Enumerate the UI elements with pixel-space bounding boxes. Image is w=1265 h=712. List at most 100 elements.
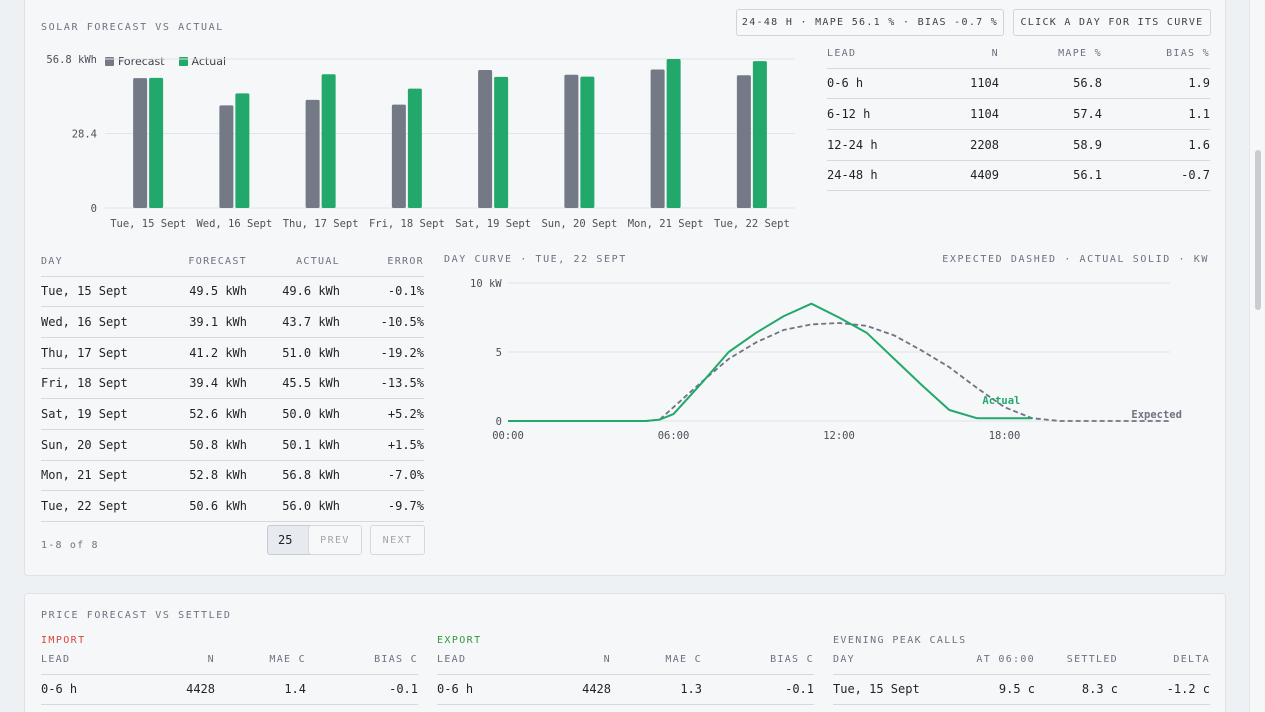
day-row-cell: 39.1 kWh (151, 306, 247, 338)
day-row-cell: 50.0 kWh (247, 398, 340, 430)
price-card: PRICE FORECAST VS SETTLED IMPORT LEAD N … (24, 593, 1226, 712)
day-col-forecast: FORECAST (151, 248, 247, 277)
export-col-lead: LEAD (437, 646, 537, 675)
day-row-cell: -19.2% (340, 337, 424, 369)
import-col-n: N (141, 646, 215, 675)
lead-row-cell: 58.9 (999, 129, 1102, 161)
day-table: DAY FORECAST ACTUAL ERROR Tue, 15 Sept 49… (41, 248, 424, 522)
lead-row: 0-6 h 1104 56.8 1.9 (827, 68, 1210, 100)
day-row-cell: -10.5% (340, 306, 424, 338)
lead-row-cell: 1.6 (1102, 129, 1210, 161)
lead-row-cell: 12-24 h (827, 129, 937, 161)
bar-actual[interactable] (580, 76, 595, 208)
day-row-cell: 50.1 kWh (247, 429, 340, 461)
bar-forecast[interactable] (736, 75, 751, 208)
day-row[interactable]: Fri, 18 Sept 39.4 kWh 45.5 kWh -13.5% (41, 368, 424, 400)
day-row-cell: 43.7 kWh (247, 306, 340, 338)
legend-forecast-label: Forecast (118, 55, 165, 68)
day-row-cell: Fri, 18 Sept (41, 368, 151, 400)
curve-x-tick: 12:00 (823, 430, 855, 442)
day-row-cell: 50.6 kWh (151, 490, 247, 522)
bar-actual[interactable] (494, 76, 509, 208)
export-row-cell: 1.3 (611, 674, 702, 706)
peak-row-cell: 8.3 c (1035, 674, 1118, 706)
bar-actual[interactable] (666, 59, 681, 208)
bar-forecast[interactable] (650, 69, 665, 209)
lead-row: 12-24 h 2208 58.9 1.6 (827, 129, 1210, 161)
bar-x-tick: Tue, 15 Sept (110, 218, 186, 230)
day-row[interactable]: Sat, 19 Sept 52.6 kWh 50.0 kWh +5.2% (41, 398, 424, 430)
import-row: 0-6 h 4428 1.4 -0.1 (41, 674, 418, 706)
bar-x-tick: Wed, 16 Sept (196, 218, 272, 230)
day-col-day: DAY (41, 248, 151, 277)
bar-forecast[interactable] (133, 78, 148, 208)
solar-card: SOLAR FORECAST VS ACTUAL 24-48 H · MAPE … (24, 0, 1226, 576)
lead-row-cell: 24-48 h (827, 160, 937, 192)
day-row[interactable]: Mon, 21 Sept 52.8 kWh 56.8 kWh -7.0% (41, 460, 424, 492)
lead-row-cell: 1.9 (1102, 68, 1210, 100)
bar-actual[interactable] (235, 93, 250, 208)
page-scrollbar[interactable] (1249, 0, 1265, 712)
bar-actual[interactable] (321, 74, 336, 209)
next-button[interactable]: NEXT (370, 525, 425, 555)
lead-col-bias: BIAS % (1102, 40, 1210, 69)
day-row[interactable]: Wed, 16 Sept 39.1 kWh 43.7 kWh -10.5% (41, 306, 424, 338)
day-row-cell: Mon, 21 Sept (41, 460, 151, 492)
day-row-cell: 49.5 kWh (151, 276, 247, 308)
lead-row: 24-48 h 4409 56.1 -0.7 (827, 160, 1210, 192)
export-row-cell: -0.1 (702, 674, 814, 706)
curve-note: EXPECTED DASHED · ACTUAL SOLID · KW (942, 254, 1209, 265)
actual-line-label: Actual (982, 395, 1020, 407)
import-label: IMPORT (41, 635, 86, 646)
day-col-actual: ACTUAL (247, 248, 340, 277)
pager-range: 1-8 of 8 (41, 540, 99, 551)
lead-col-n: N (937, 40, 999, 69)
peak-row: Tue, 15 Sept 9.5 c 8.3 c -1.2 c (833, 674, 1210, 706)
day-row-cell: 56.0 kWh (247, 490, 340, 522)
legend-actual-label: Actual (191, 55, 227, 68)
export-label: EXPORT (437, 635, 482, 646)
export-col-n: N (537, 646, 611, 675)
bar-actual[interactable] (752, 61, 767, 209)
prev-button[interactable]: PREV (308, 525, 362, 555)
actual-line (508, 302, 1033, 422)
bar-actual[interactable] (407, 88, 422, 208)
day-row-cell: 49.6 kWh (247, 276, 340, 308)
peak-col-day: DAY (833, 646, 943, 675)
day-row[interactable]: Tue, 22 Sept 50.6 kWh 56.0 kWh -9.7% (41, 490, 424, 522)
bar-forecast[interactable] (478, 70, 493, 208)
export-table: LEAD N MAE C BIAS C 0-6 h 4428 1.3 -0.1 (437, 646, 814, 706)
curve-x-tick: 00:00 (492, 430, 524, 442)
day-row-cell: Tue, 22 Sept (41, 490, 151, 522)
bar-forecast[interactable] (564, 74, 579, 208)
bar-actual[interactable] (149, 77, 164, 208)
import-col-bias: BIAS C (306, 646, 418, 675)
day-row-cell: 39.4 kWh (151, 368, 247, 400)
day-row[interactable]: Thu, 17 Sept 41.2 kWh 51.0 kWh -19.2% (41, 337, 424, 369)
import-table: LEAD N MAE C BIAS C 0-6 h 4428 1.4 -0.1 (41, 646, 418, 706)
import-row-cell: 4428 (141, 674, 215, 706)
export-col-mae: MAE C (611, 646, 702, 675)
bar-forecast[interactable] (391, 104, 406, 208)
bar-x-tick: Sat, 19 Sept (455, 218, 531, 230)
day-row[interactable]: Tue, 15 Sept 49.5 kWh 49.6 kWh -0.1% (41, 276, 424, 308)
curve-title: DAY CURVE · TUE, 22 SEPT (444, 254, 627, 265)
lead-row-cell: 1.1 (1102, 98, 1210, 130)
bar-y-tick: 56.8 kWh (46, 54, 97, 66)
day-row-cell: 52.8 kWh (151, 460, 247, 492)
lead-row-cell: 0-6 h (827, 68, 937, 100)
bar-forecast[interactable] (219, 105, 234, 208)
bar-y-tick: 0 (91, 203, 97, 215)
lead-col-mape: MAPE % (999, 40, 1102, 69)
day-row-cell: Sun, 20 Sept (41, 429, 151, 461)
bar-x-tick: Mon, 21 Sept (628, 218, 704, 230)
hint-pill[interactable]: CLICK A DAY FOR ITS CURVE (1013, 9, 1211, 36)
bar-forecast[interactable] (305, 99, 320, 208)
lead-row-cell: 56.8 (999, 68, 1102, 100)
peak-table: DAY AT 06:00 SETTLED DELTA Tue, 15 Sept 9… (833, 646, 1210, 706)
day-row[interactable]: Sun, 20 Sept 50.8 kWh 50.1 kWh +1.5% (41, 429, 424, 461)
bar-x-tick: Tue, 22 Sept (714, 218, 790, 230)
scrollbar-thumb[interactable] (1255, 150, 1261, 310)
curve-x-tick: 06:00 (658, 430, 690, 442)
curve-y-tick: 5 (496, 347, 502, 359)
